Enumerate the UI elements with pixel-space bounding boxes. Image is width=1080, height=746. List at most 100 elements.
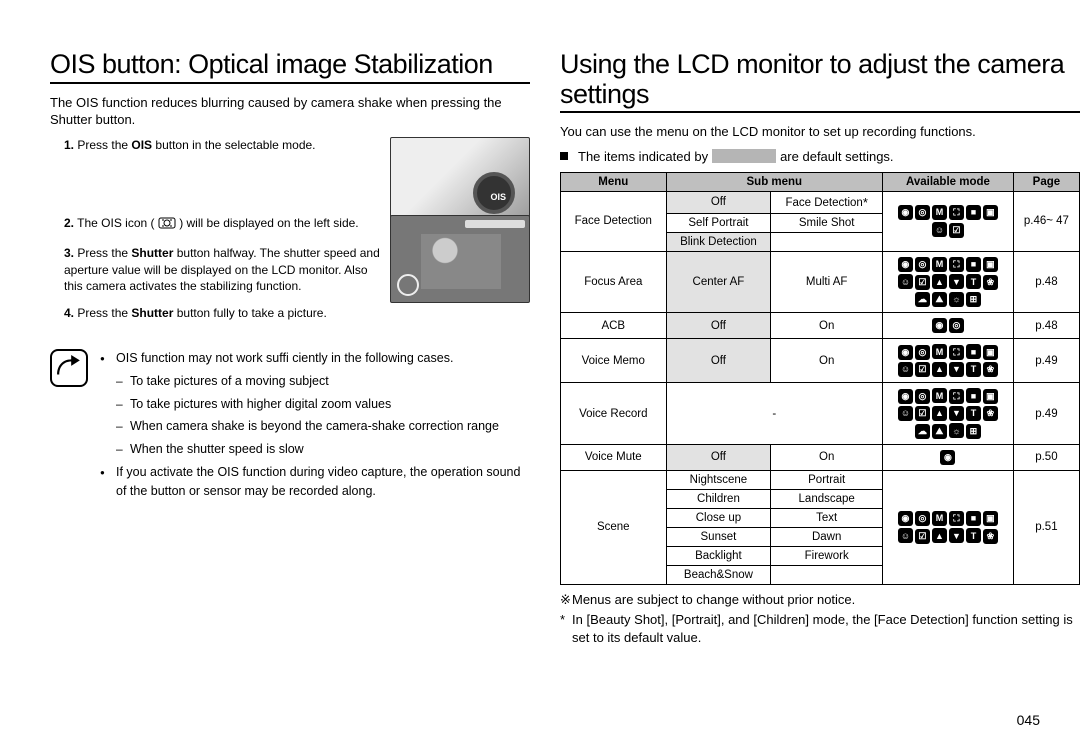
submenu-cell: Nightscene bbox=[666, 470, 771, 489]
mode-icon: ☑ bbox=[915, 529, 930, 544]
mode-icon: T bbox=[966, 528, 981, 543]
mode-icon: ■ bbox=[966, 511, 981, 526]
mode-icon: ☑ bbox=[915, 406, 930, 421]
mode-icon: ◉ bbox=[940, 450, 955, 465]
mode-icon: M bbox=[932, 388, 947, 403]
step-2: 2. The OIS icon ( ) will be displayed on… bbox=[64, 215, 530, 235]
note-main-1: OIS function may not work suffi ciently … bbox=[100, 349, 530, 459]
page-cell: p.46~ 47 bbox=[1013, 191, 1079, 251]
mode-icon: ⊞ bbox=[966, 292, 981, 307]
defaults-indicator: The items indicated by are default setti… bbox=[560, 149, 1080, 164]
step-1: 1. Press the OIS button in the selectabl… bbox=[64, 137, 530, 157]
note-box: OIS function may not work suffi ciently … bbox=[50, 349, 530, 504]
mode-icon: ▼ bbox=[949, 528, 964, 543]
menu-cell: Scene bbox=[561, 470, 667, 584]
mode-icon: ⛶ bbox=[949, 345, 964, 360]
mode-icon: ▣ bbox=[983, 257, 998, 272]
menu-cell: Voice Memo bbox=[561, 339, 667, 383]
step-3: 3. Press the Shutter button halfway. The… bbox=[64, 245, 530, 295]
mode-icon: ◎ bbox=[915, 389, 930, 404]
mode-icon: ▼ bbox=[949, 406, 964, 421]
th-page: Page bbox=[1013, 172, 1079, 191]
page-cell: p.48 bbox=[1013, 251, 1079, 313]
page-cell: p.48 bbox=[1013, 313, 1079, 339]
table-row: Voice MuteOffOn◉p.50 bbox=[561, 444, 1080, 470]
default-highlight-swatch bbox=[712, 149, 776, 163]
mode-icon: ▼ bbox=[949, 274, 964, 289]
page-cell: p.49 bbox=[1013, 339, 1079, 383]
mode-icon: ☁ bbox=[915, 424, 930, 439]
mode-icon: ▣ bbox=[983, 389, 998, 404]
menu-cell: Voice Mute bbox=[561, 444, 667, 470]
mode-icon: T bbox=[966, 406, 981, 421]
mode-icon: ☑ bbox=[949, 223, 964, 238]
submenu-cell: Portrait bbox=[771, 470, 883, 489]
mode-icon: ☁ bbox=[915, 292, 930, 307]
footnote-star-icon: * bbox=[863, 195, 868, 210]
mode-cell: ◉ bbox=[883, 444, 1014, 470]
mode-icon: ▼ bbox=[949, 362, 964, 377]
step-4: 4. Press the Shutter button fully to tak… bbox=[64, 305, 530, 325]
menu-cell: Face Detection bbox=[561, 191, 667, 251]
mode-icon: ▣ bbox=[983, 345, 998, 360]
submenu-cell: Off bbox=[666, 339, 771, 383]
mode-icon: ⛶ bbox=[949, 257, 964, 272]
submenu-cell: Dawn bbox=[771, 527, 883, 546]
submenu-cell: Close up bbox=[666, 508, 771, 527]
th-menu: Menu bbox=[561, 172, 667, 191]
page-cell: p.51 bbox=[1013, 470, 1079, 584]
submenu-cell: Off bbox=[666, 444, 771, 470]
right-intro: You can use the menu on the LCD monitor … bbox=[560, 123, 1080, 141]
note-sub-4: When the shutter speed is slow bbox=[116, 440, 530, 459]
submenu-cell: Beach&Snow bbox=[666, 565, 771, 584]
note-icon bbox=[50, 349, 88, 387]
mode-cell: ◉◎M⛶■▣☺☑▲▼T❀☁⛰☼⊞ bbox=[883, 251, 1014, 313]
mode-icon: ▣ bbox=[983, 205, 998, 220]
mode-icon: ◎ bbox=[915, 205, 930, 220]
mode-icon: ☑ bbox=[915, 275, 930, 290]
submenu-cell: Landscape bbox=[771, 489, 883, 508]
mode-icon: ⛶ bbox=[949, 389, 964, 404]
submenu-cell bbox=[771, 565, 883, 584]
submenu-cell: Backlight bbox=[666, 546, 771, 565]
mode-icon: ▲ bbox=[932, 362, 947, 377]
th-mode: Available mode bbox=[883, 172, 1014, 191]
th-submenu: Sub menu bbox=[666, 172, 883, 191]
mode-icon: ❀ bbox=[983, 406, 998, 421]
table-row: Focus AreaCenter AFMulti AF◉◎M⛶■▣☺☑▲▼T❀☁… bbox=[561, 251, 1080, 313]
submenu-cell: Face Detection* bbox=[771, 191, 883, 213]
mode-icon: ◎ bbox=[915, 345, 930, 360]
mode-icon: ⛰ bbox=[932, 424, 947, 439]
table-row: ACBOffOn◉◎p.48 bbox=[561, 313, 1080, 339]
mode-icon: ❀ bbox=[983, 275, 998, 290]
table-row: SceneNightscenePortrait◉◎M⛶■▣☺☑▲▼T❀p.51 bbox=[561, 470, 1080, 489]
mode-icon: ◎ bbox=[949, 318, 964, 333]
mode-icon: ▲ bbox=[932, 406, 947, 421]
mode-icon: ⛶ bbox=[949, 511, 964, 526]
submenu-cell: Off bbox=[666, 191, 771, 213]
mode-icon: ◉ bbox=[898, 511, 913, 526]
mode-icon: ■ bbox=[966, 257, 981, 272]
submenu-cell: Center AF bbox=[666, 251, 771, 313]
mode-icon: ❀ bbox=[983, 362, 998, 377]
submenu-cell: Firework bbox=[771, 546, 883, 565]
submenu-cell: Smile Shot bbox=[771, 213, 883, 232]
mode-icon: ◉ bbox=[898, 345, 913, 360]
mode-cell: ◉◎M⛶■▣☺☑▲▼T❀ bbox=[883, 339, 1014, 383]
submenu-cell: Multi AF bbox=[771, 251, 883, 313]
mode-icon: ⊞ bbox=[966, 424, 981, 439]
mode-icon: ◉ bbox=[898, 257, 913, 272]
submenu-cell: On bbox=[771, 339, 883, 383]
submenu-cell: - bbox=[666, 383, 883, 445]
footnotes: ※Menus are subject to change without pri… bbox=[560, 591, 1080, 647]
submenu-cell: On bbox=[771, 444, 883, 470]
table-row: Voice MemoOffOn◉◎M⛶■▣☺☑▲▼T❀p.49 bbox=[561, 339, 1080, 383]
submenu-cell: Blink Detection bbox=[666, 232, 771, 251]
mode-icon: ▲ bbox=[932, 274, 947, 289]
submenu-cell: Sunset bbox=[666, 527, 771, 546]
note-sub-1: To take pictures of a moving subject bbox=[116, 372, 530, 391]
mode-icon: T bbox=[966, 362, 981, 377]
mode-icon: ◉ bbox=[932, 318, 947, 333]
mode-icon: ■ bbox=[966, 388, 981, 403]
right-section-title: Using the LCD monitor to adjust the came… bbox=[560, 50, 1080, 113]
